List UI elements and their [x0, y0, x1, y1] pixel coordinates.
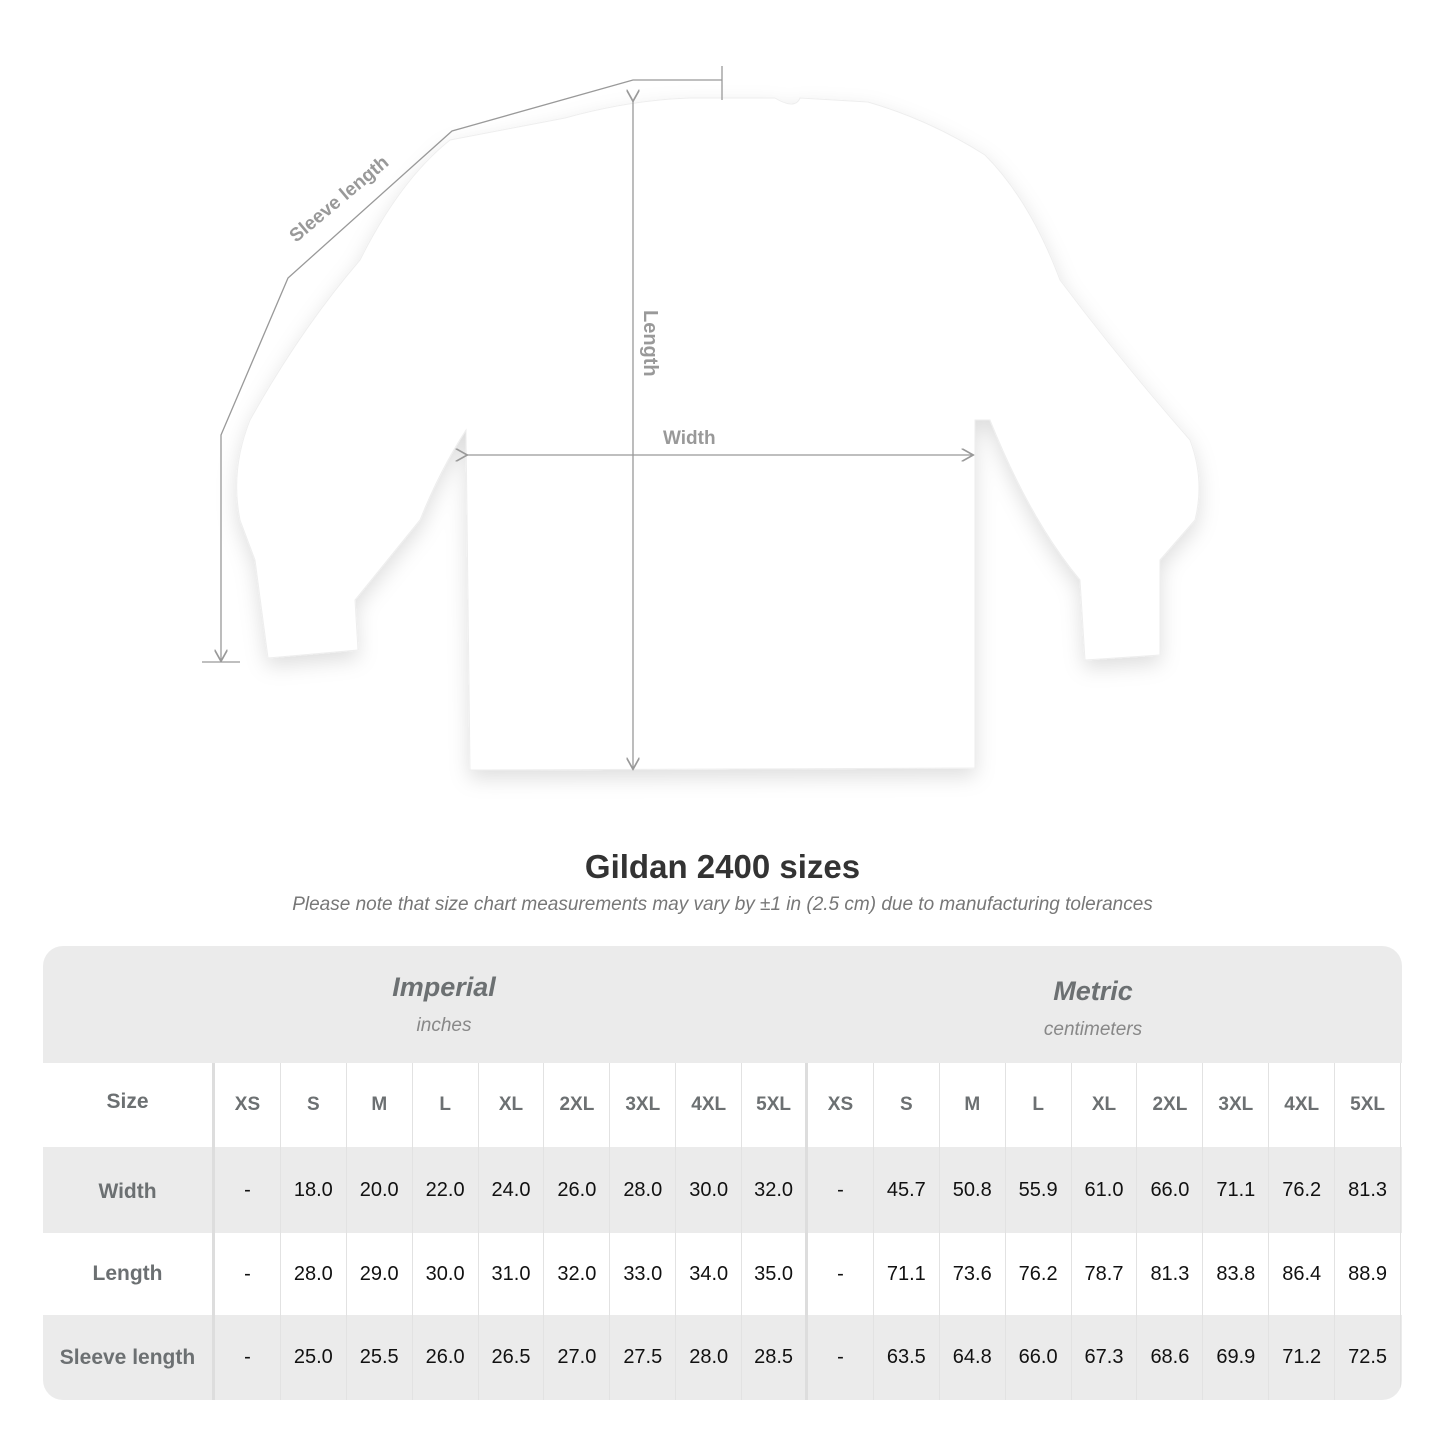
metric-cell: 68.6 — [1137, 1315, 1204, 1400]
chart-title: Gildan 2400 sizes — [584, 848, 861, 885]
imperial-cell: 28.0 — [281, 1233, 347, 1315]
imperial-cell: 20.0 — [347, 1147, 413, 1233]
imperial-cell: 27.5 — [610, 1315, 677, 1400]
imperial-cell: 26.0 — [544, 1147, 611, 1233]
metric-unit: centimeters — [1043, 1019, 1143, 1040]
size-header-cell: 2XL — [1137, 1063, 1204, 1147]
imperial-cell: 25.5 — [347, 1315, 413, 1400]
imperial-cell: - — [215, 1147, 281, 1233]
size-label: Size — [43, 1063, 215, 1147]
row-label: Width — [43, 1147, 215, 1233]
size-header-cell: 3XL — [1203, 1063, 1270, 1147]
imperial-cell: - — [215, 1233, 281, 1315]
size-header-cell: M — [347, 1063, 413, 1147]
metric-cell: 83.8 — [1203, 1233, 1270, 1315]
imperial-cell: 18.0 — [281, 1147, 347, 1233]
size-header-cell: S — [874, 1063, 940, 1147]
imperial-cell: - — [215, 1315, 281, 1400]
imperial-header: Imperial inches — [244, 972, 644, 1037]
metric-cell: 69.9 — [1203, 1315, 1270, 1400]
size-header-cell: XL — [1072, 1063, 1138, 1147]
metric-cell: 73.6 — [940, 1233, 1006, 1315]
imperial-cell: 28.5 — [742, 1315, 809, 1400]
measure-lines — [202, 66, 972, 768]
width-label: Width — [663, 428, 716, 449]
metric-cell: 50.8 — [940, 1147, 1006, 1233]
size-header-cell: S — [281, 1063, 347, 1147]
metric-cell: 88.9 — [1335, 1233, 1402, 1315]
size-header-cell: 5XL — [1335, 1063, 1402, 1147]
size-header-cell: XS — [808, 1063, 874, 1147]
imperial-cell: 28.0 — [676, 1315, 743, 1400]
imperial-cell: 31.0 — [479, 1233, 545, 1315]
size-header-cell: 4XL — [1269, 1063, 1336, 1147]
imperial-cell: 29.0 — [347, 1233, 413, 1315]
size-header-cell: XS — [215, 1063, 281, 1147]
size-header-cell: L — [1006, 1063, 1072, 1147]
metric-cell: 66.0 — [1137, 1147, 1204, 1233]
metric-cell: 76.2 — [1269, 1147, 1336, 1233]
metric-cell: 66.0 — [1006, 1315, 1072, 1400]
metric-cell: 71.1 — [874, 1233, 940, 1315]
size-header-cell: XL — [479, 1063, 545, 1147]
tolerance-note: Please note that size chart measurements… — [292, 894, 1153, 915]
row-label: Length — [43, 1233, 215, 1315]
metric-cell: 86.4 — [1269, 1233, 1336, 1315]
metric-cell: 67.3 — [1072, 1315, 1138, 1400]
imperial-cell: 27.0 — [544, 1315, 611, 1400]
metric-cell: 45.7 — [874, 1147, 940, 1233]
imperial-title: Imperial — [392, 972, 496, 1002]
table-row: Sleeve length -25.0 25.5 26.0 26.5 27.0 27.5 28… — [43, 1315, 1402, 1400]
imperial-cell: 35.0 — [742, 1233, 809, 1315]
imperial-cell: 24.0 — [479, 1147, 545, 1233]
imperial-cell: 28.0 — [610, 1147, 677, 1233]
table-row: Width -18.0 20.0 22.0 24.0 26.0 28.0 30.0 32.0-4… — [43, 1147, 1402, 1233]
size-header-cell: 4XL — [676, 1063, 743, 1147]
metric-cell: 71.2 — [1269, 1315, 1336, 1400]
imperial-cell: 25.0 — [281, 1315, 347, 1400]
row-label: Sleeve length — [43, 1315, 215, 1400]
imperial-cell: 34.0 — [676, 1233, 743, 1315]
metric-cell: 76.2 — [1006, 1233, 1072, 1315]
shirt-diagram: Sleeve length Length Width — [202, 66, 1200, 830]
metric-title: Metric — [1053, 976, 1133, 1006]
size-table: Imperial inches Metric centimeters Size X… — [43, 946, 1402, 1400]
table-header: Imperial inches Metric centimeters — [43, 946, 1402, 1063]
shirt-shape — [236, 97, 1200, 771]
imperial-unit: inches — [416, 1015, 472, 1036]
metric-cell: 81.3 — [1137, 1233, 1204, 1315]
size-header-cell: 3XL — [610, 1063, 677, 1147]
metric-cell: 61.0 — [1072, 1147, 1138, 1233]
metric-cell: 63.5 — [874, 1315, 940, 1400]
size-header-cell: 5XL — [742, 1063, 809, 1147]
metric-cell: 78.7 — [1072, 1233, 1138, 1315]
imperial-cell: 26.5 — [479, 1315, 545, 1400]
size-header-row: Size XS S M L XL 2XL 3XL 4XL 5XL XS S M L XL 2XL 3XL 4XL 5… — [43, 1063, 1402, 1147]
metric-cell: 81.3 — [1335, 1147, 1402, 1233]
table-row: Length -28.0 29.0 30.0 31.0 32.0 33.0 34.0 35.0-… — [43, 1233, 1402, 1315]
size-header-cell: L — [413, 1063, 479, 1147]
metric-cell: 64.8 — [940, 1315, 1006, 1400]
metric-cell: 71.1 — [1203, 1147, 1270, 1233]
length-label: Length — [639, 310, 661, 377]
metric-cell: - — [808, 1147, 874, 1233]
metric-header: Metric centimeters — [893, 976, 1293, 1041]
metric-cell: 55.9 — [1006, 1147, 1072, 1233]
imperial-cell: 30.0 — [676, 1147, 743, 1233]
size-header-cell: 2XL — [544, 1063, 611, 1147]
size-header-cell: M — [940, 1063, 1006, 1147]
imperial-cell: 22.0 — [413, 1147, 479, 1233]
imperial-cell: 32.0 — [742, 1147, 809, 1233]
imperial-cell: 32.0 — [544, 1233, 611, 1315]
imperial-cell: 33.0 — [610, 1233, 677, 1315]
metric-cell: 72.5 — [1335, 1315, 1402, 1400]
metric-cell: - — [808, 1315, 874, 1400]
imperial-cell: 30.0 — [413, 1233, 479, 1315]
imperial-cell: 26.0 — [413, 1315, 479, 1400]
metric-cell: - — [808, 1233, 874, 1315]
